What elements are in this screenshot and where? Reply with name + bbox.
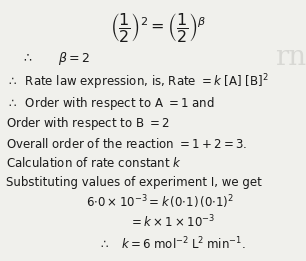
Text: $6{\cdot}0 \times 10^{-3} = k\,(0{\cdot}1)\,(0{\cdot}1)^{2}$: $6{\cdot}0 \times 10^{-3} = k\,(0{\cdot}… <box>86 193 234 211</box>
Text: Calculation of rate constant $k$: Calculation of rate constant $k$ <box>6 156 182 170</box>
Text: Substituting values of experiment I, we get: Substituting values of experiment I, we … <box>6 176 262 189</box>
Text: $\therefore \qquad \beta = 2$: $\therefore \qquad \beta = 2$ <box>21 50 91 67</box>
Text: $\therefore \quad k = 6\;\mathrm{mol}^{-2}\;\mathrm{L}^{2}\;\mathrm{min}^{-1}.$: $\therefore \quad k = 6\;\mathrm{mol}^{-… <box>98 236 246 252</box>
Text: $= k \times 1 \times 10^{-3}$: $= k \times 1 \times 10^{-3}$ <box>129 213 215 230</box>
Text: Order with respect to B $= 2$: Order with respect to B $= 2$ <box>6 115 170 133</box>
Text: $\therefore\;$ Rate law expression, is, Rate $= k$ [A] [B]$^{2}$: $\therefore\;$ Rate law expression, is, … <box>6 72 269 92</box>
Text: $\therefore\;$ Order with respect to A $= 1$ and: $\therefore\;$ Order with respect to A $… <box>6 94 215 112</box>
Text: $\left(\dfrac{1}{2}\right)^{2} = \left(\dfrac{1}{2}\right)^{\beta}$: $\left(\dfrac{1}{2}\right)^{2} = \left(\… <box>110 11 207 44</box>
Text: rn.c: rn.c <box>275 44 306 71</box>
Text: Overall order of the reaction $= 1 + 2 = 3.$: Overall order of the reaction $= 1 + 2 =… <box>6 137 247 151</box>
